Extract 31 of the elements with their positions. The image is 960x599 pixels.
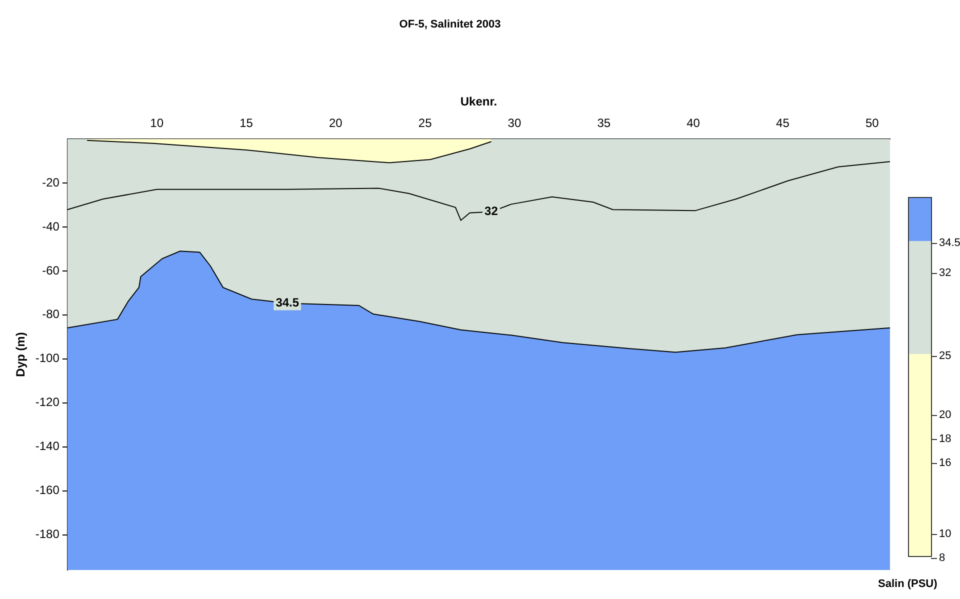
color-bar-title: Salin (PSU) (878, 578, 938, 590)
color-bar-label: 16 (939, 456, 952, 469)
chart-title: OF-5, Salinitet 2003 (399, 18, 501, 31)
y-tick-label: -180 (35, 527, 60, 542)
x-tick-label: 10 (150, 116, 164, 130)
y-tick-label: -60 (42, 263, 60, 278)
color-bar-label: 20 (939, 409, 952, 422)
y-tick-label: -40 (42, 219, 60, 234)
y-tick-label: -120 (35, 395, 60, 410)
y-tick-label: -140 (35, 439, 60, 454)
color-bar-label: 8 (939, 552, 946, 564)
color-bar-label: 25 (939, 350, 952, 362)
x-tick-label: 15 (240, 116, 254, 130)
x-tick-label: 35 (597, 116, 611, 130)
color-bar-label: 34.5 (939, 237, 960, 249)
y-tick-label: -20 (42, 175, 60, 190)
x-axis-title: Ukenr. (460, 94, 498, 109)
x-tick-label: 20 (328, 116, 343, 130)
x-tick-label: 40 (686, 116, 700, 130)
color-bar-label: 32 (939, 266, 952, 279)
x-tick-label: 30 (508, 116, 522, 130)
y-tick-label: -80 (42, 307, 60, 322)
series-label: 32 (484, 204, 498, 218)
y-tick-label: -160 (35, 483, 60, 498)
y-tick-label: -100 (35, 351, 60, 366)
x-tick-label: 50 (865, 116, 880, 130)
y-axis-title: Dyp (m) (14, 332, 28, 377)
color-bar-label: 18 (939, 433, 952, 446)
color-bar-label: 10 (939, 528, 952, 540)
x-tick-label: 25 (418, 116, 432, 130)
x-tick-label: 45 (776, 116, 790, 130)
